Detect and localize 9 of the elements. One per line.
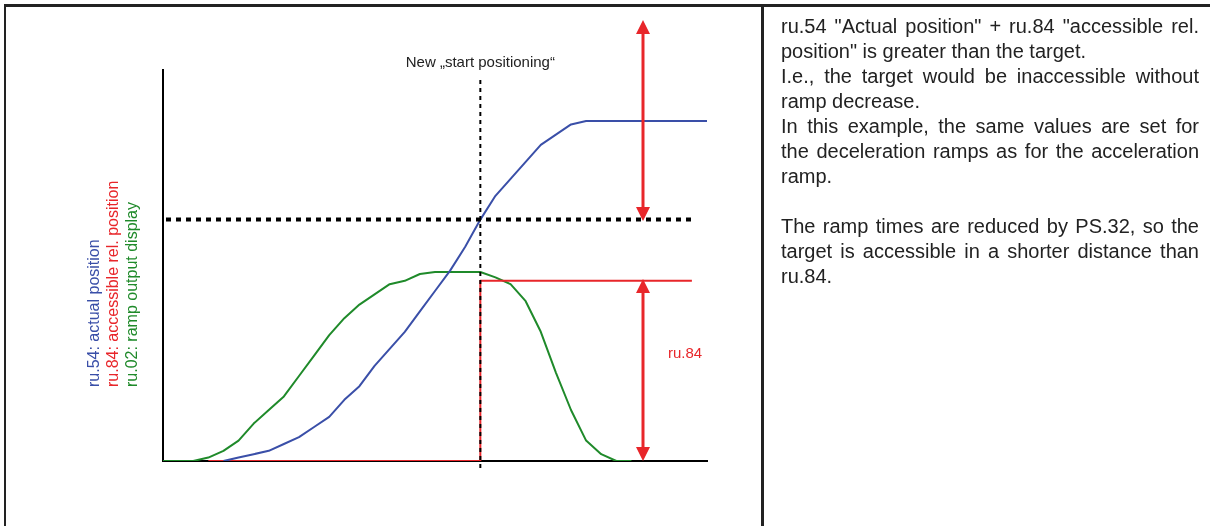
text: In this example, the same values are set for the deceleration ramps as for the acceleration ramp. xyxy=(781,114,1199,189)
text: ru.02: ramp output display xyxy=(123,202,141,387)
text: ru.54: actual position xyxy=(85,239,103,387)
text: I.e., the target would be inaccessible without ramp decrease. xyxy=(781,64,1199,114)
annotation: ru.84 xyxy=(668,344,703,362)
text: ru.84: accessible rel. position xyxy=(104,180,122,387)
text: ru.54 "Actual position" + ru.84 "accessible rel. position" is greater than the target. xyxy=(781,14,1199,64)
text: The ramp times are reduced by PS.32, so the target is accessible in a shorter distance than ru.84. xyxy=(781,214,1199,289)
text: New „start positioning“ xyxy=(405,52,555,70)
